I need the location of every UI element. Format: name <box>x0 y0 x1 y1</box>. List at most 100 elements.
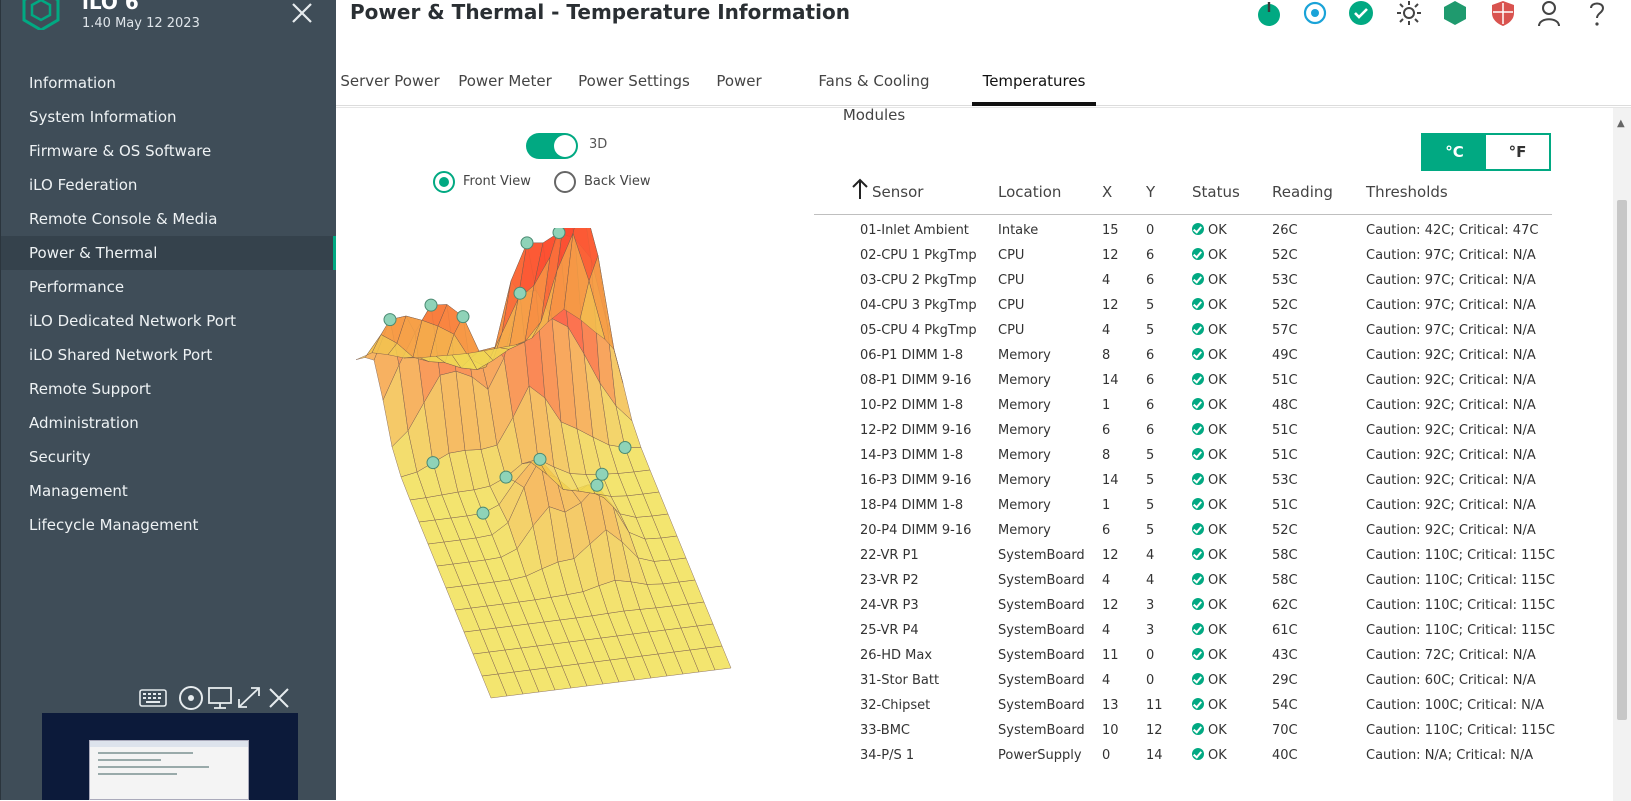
sidebar-item-power-thermal[interactable]: Power & Thermal <box>1 236 337 270</box>
user-icon[interactable] <box>1535 0 1563 28</box>
tab-power-meter[interactable]: Power Meter <box>458 72 552 90</box>
sensor-point[interactable] <box>513 286 527 300</box>
celsius-button[interactable]: °C <box>1423 135 1486 169</box>
tab-server-power[interactable]: Server Power <box>340 72 440 90</box>
table-row[interactable]: 33-BMC SystemBoard 10 12 OK 70C Caution: 110C;… <box>814 717 1555 742</box>
sidebar-item-ilo-federation[interactable]: iLO Federation <box>29 176 138 194</box>
table-row[interactable]: 25-VR P4 SystemBoard 4 3 OK 61C Caution: 110C;… <box>814 617 1555 642</box>
table-row[interactable]: 01-Inlet Ambient Intake 15 0 OK 26C Caution: 4… <box>814 217 1552 242</box>
sensor-point[interactable] <box>499 470 513 484</box>
table-row[interactable]: 05-CPU 4 PkgTmp CPU 4 5 OK 57C Caution: 97C; C… <box>814 317 1552 342</box>
column-header-y[interactable]: Y <box>1146 183 1156 201</box>
close-console-icon[interactable] <box>265 685 293 711</box>
tab-power-settings[interactable]: Power Settings <box>578 72 690 90</box>
disc-icon[interactable] <box>177 685 205 711</box>
table-row[interactable]: 10-P2 DIMM 1-8 Memory 1 6 OK 48C Caution: 92C;… <box>814 392 1552 417</box>
fahrenheit-button[interactable]: °F <box>1486 135 1549 169</box>
3d-temperature-map[interactable] <box>346 228 786 801</box>
locator-icon[interactable] <box>1301 0 1329 28</box>
remote-console-controls <box>139 685 299 711</box>
table-row[interactable]: 16-P3 DIMM 9-16 Memory 14 5 OK 53C Caution: 92… <box>814 467 1552 492</box>
sidebar-item-system-information[interactable]: System Information <box>29 108 177 126</box>
scroll-up-icon[interactable]: ▲ <box>1617 118 1625 129</box>
sensor-point[interactable] <box>520 236 534 250</box>
table-row[interactable]: 24-VR P3 SystemBoard 12 3 OK 62C Caution: 110C… <box>814 592 1555 617</box>
table-row[interactable]: 18-P4 DIMM 1-8 Memory 1 5 OK 51C Caution: 92C;… <box>814 492 1552 517</box>
remote-console-thumbnail[interactable] <box>42 713 298 800</box>
monitor-icon[interactable] <box>207 685 235 711</box>
temperature-unit-toggle: °C °F <box>1421 133 1551 171</box>
cell-location: PowerSupply <box>998 748 1082 763</box>
table-row[interactable]: 04-CPU 3 PkgTmp CPU 12 5 OK 52C Caution: 97C; … <box>814 292 1552 317</box>
sensor-point[interactable] <box>552 228 566 239</box>
cell-status: OK <box>1208 423 1227 438</box>
cell-location: CPU <box>998 298 1025 313</box>
table-row[interactable]: 22-VR P1 SystemBoard 12 4 OK 58C Caution: 110C… <box>814 542 1555 567</box>
sidebar-item-lifecycle-management[interactable]: Lifecycle Management <box>29 516 199 534</box>
cell-status: OK <box>1208 298 1227 313</box>
table-row[interactable]: 20-P4 DIMM 9-16 Memory 6 5 OK 52C Caution: 92C… <box>814 517 1552 542</box>
3d-toggle[interactable] <box>526 133 578 159</box>
cell-sensor: 33-BMC <box>860 723 910 738</box>
sidebar-item-information[interactable]: Information <box>29 74 116 92</box>
column-header-sensor[interactable]: Sensor <box>872 183 924 201</box>
sidebar-item-security[interactable]: Security <box>29 448 91 466</box>
power-icon[interactable] <box>1255 0 1283 28</box>
sidebar-item-remote-support[interactable]: Remote Support <box>29 380 151 398</box>
front-view-radio[interactable] <box>433 171 455 193</box>
sensor-point[interactable] <box>424 298 438 312</box>
column-header-x[interactable]: X <box>1102 183 1113 201</box>
table-row[interactable]: 32-Chipset SystemBoard 13 11 OK 54C Caution: 1… <box>814 692 1552 717</box>
table-row[interactable]: 14-P3 DIMM 1-8 Memory 8 5 OK 51C Caution: 92C;… <box>814 442 1552 467</box>
table-row[interactable]: 31-Stor Batt SystemBoard 4 0 OK 29C Caution: 6… <box>814 667 1552 692</box>
sort-ascending-icon[interactable] <box>850 177 870 201</box>
sidebar-item-performance[interactable]: Performance <box>29 278 125 296</box>
table-row[interactable]: 06-P1 DIMM 1-8 Memory 8 6 OK 49C Caution: 92C;… <box>814 342 1552 367</box>
cell-y: 6 <box>1146 398 1155 413</box>
cell-status: OK <box>1208 748 1227 763</box>
brightness-icon[interactable] <box>1395 0 1423 28</box>
column-header-location[interactable]: Location <box>998 183 1062 201</box>
sidebar-item-firmware-os-software[interactable]: Firmware & OS Software <box>29 142 212 160</box>
security-state-icon[interactable] <box>1489 0 1517 28</box>
cell-location: Memory <box>998 398 1051 413</box>
sensor-point[interactable] <box>590 478 604 492</box>
sensor-point[interactable] <box>595 467 609 481</box>
table-row[interactable]: 03-CPU 2 PkgTmp CPU 4 6 OK 53C Caution: 97C; C… <box>814 267 1552 292</box>
column-header-thresholds[interactable]: Thresholds <box>1366 183 1448 201</box>
table-row[interactable]: 08-P1 DIMM 9-16 Memory 14 6 OK 51C Caution: 92… <box>814 367 1552 392</box>
table-row[interactable]: 26-HD Max SystemBoard 11 0 OK 43C Caution: 72C… <box>814 642 1552 667</box>
column-header-status[interactable]: Status <box>1192 183 1240 201</box>
security-shield-icon[interactable] <box>1441 0 1469 28</box>
sidebar-item-remote-console-media[interactable]: Remote Console & Media <box>29 210 218 228</box>
help-icon[interactable] <box>1583 0 1611 28</box>
close-icon[interactable] <box>289 0 315 26</box>
cell-reading: 70C <box>1272 723 1298 738</box>
expand-icon[interactable] <box>235 685 263 711</box>
health-ok-icon[interactable] <box>1347 0 1375 28</box>
sensor-point[interactable] <box>476 506 490 520</box>
sidebar-item-ilo-shared-network-port[interactable]: iLO Shared Network Port <box>29 346 213 364</box>
sensor-point[interactable] <box>383 313 397 327</box>
scrollbar[interactable]: ▲ <box>1613 108 1631 801</box>
column-header-reading[interactable]: Reading <box>1272 183 1333 201</box>
table-row[interactable]: 02-CPU 1 PkgTmp CPU 12 6 OK 52C Caution: 97C; … <box>814 242 1552 267</box>
table-row[interactable]: 23-VR P2 SystemBoard 4 4 OK 58C Caution: 110C;… <box>814 567 1555 592</box>
cell-status: OK <box>1208 723 1227 738</box>
sidebar-item-administration[interactable]: Administration <box>29 414 139 432</box>
tab-power[interactable]: Power <box>716 72 762 90</box>
sensor-point[interactable] <box>426 456 440 470</box>
table-row[interactable]: 34-P/S 1 PowerSupply 0 14 OK 40C Caution: N/A;… <box>814 742 1552 767</box>
scrollbar-thumb[interactable] <box>1617 200 1627 720</box>
tab-fans-cooling-modules[interactable]: Fans & Cooling Modules <box>818 72 930 124</box>
tab-temperatures[interactable]: Temperatures <box>972 64 1096 106</box>
sidebar-item-ilo-dedicated-network-port[interactable]: iLO Dedicated Network Port <box>29 312 237 330</box>
sensor-point[interactable] <box>618 440 632 454</box>
keyboard-icon[interactable] <box>139 685 167 711</box>
table-row[interactable]: 12-P2 DIMM 9-16 Memory 6 6 OK 51C Caution: 92C… <box>814 417 1552 442</box>
sensor-point[interactable] <box>533 452 547 466</box>
back-view-radio[interactable] <box>554 171 576 193</box>
sensor-point[interactable] <box>456 310 470 324</box>
sidebar-item-management[interactable]: Management <box>29 482 128 500</box>
cell-reading: 40C <box>1272 748 1298 763</box>
